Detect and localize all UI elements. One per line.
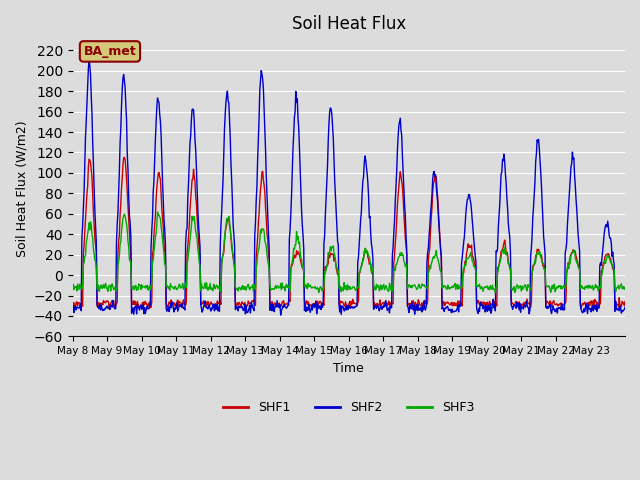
SHF2 — [621, 304, 629, 310]
SHF3 — [621, 285, 629, 290]
SHF1 — [285, 299, 292, 304]
SHF1 — [68, 299, 76, 305]
Text: BA_met: BA_met — [84, 45, 136, 58]
Legend: SHF1, SHF2, SHF3: SHF1, SHF2, SHF3 — [218, 396, 480, 419]
SHF3 — [134, 285, 141, 291]
SHF2 — [263, 193, 271, 199]
Line: SHF2: SHF2 — [72, 59, 625, 315]
SHF3 — [438, 269, 445, 275]
SHF1 — [407, 304, 415, 310]
SHF1 — [120, 155, 128, 160]
Y-axis label: Soil Heat Flux (W/m2): Soil Heat Flux (W/m2) — [15, 120, 28, 256]
SHF2 — [407, 306, 415, 312]
SHF3 — [263, 252, 271, 258]
SHF2 — [134, 304, 142, 310]
X-axis label: Time: Time — [333, 361, 364, 375]
SHF2 — [68, 301, 76, 307]
Line: SHF1: SHF1 — [72, 157, 625, 309]
SHF2 — [285, 302, 292, 308]
SHF1 — [264, 236, 271, 242]
SHF3 — [492, 289, 499, 295]
SHF3 — [154, 209, 161, 215]
SHF1 — [621, 299, 629, 304]
SHF2 — [85, 56, 93, 61]
SHF2 — [236, 304, 243, 310]
SHF3 — [406, 285, 414, 290]
SHF3 — [68, 287, 76, 293]
SHF1 — [135, 304, 143, 310]
Title: Soil Heat Flux: Soil Heat Flux — [292, 15, 406, 33]
SHF2 — [277, 312, 285, 318]
SHF2 — [438, 306, 446, 312]
SHF3 — [284, 283, 292, 288]
SHF1 — [438, 301, 446, 307]
Line: SHF3: SHF3 — [72, 212, 625, 292]
SHF1 — [106, 306, 113, 312]
SHF3 — [236, 285, 243, 291]
SHF1 — [237, 301, 244, 307]
